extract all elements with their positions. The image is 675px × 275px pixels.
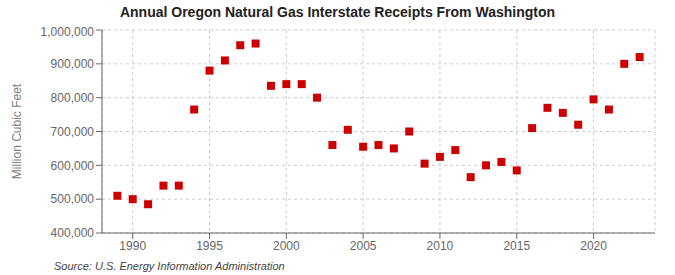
html-text:Annual Oregon Natural Gas Inte: Annual Oregon Natural Gas Interstate Rec… xyxy=(119,4,555,20)
svg-text:2000: 2000 xyxy=(273,239,300,253)
svg-text:900,000: 900,000 xyxy=(51,57,95,71)
svg-text:500,000: 500,000 xyxy=(51,192,95,206)
svg-text:400,000: 400,000 xyxy=(51,226,95,240)
svg-text:600,000: 600,000 xyxy=(51,159,95,173)
svg-text:1,000,000: 1,000,000 xyxy=(41,25,95,39)
svg-text:1995: 1995 xyxy=(196,239,223,253)
svg-text:Million Cubic Feet: Million Cubic Feet xyxy=(10,83,24,179)
svg-text:2010: 2010 xyxy=(427,239,454,253)
html-text:Source: U.S. Energy Informatio: Source: U.S. Energy Information Administ… xyxy=(54,260,285,272)
svg-text:800,000: 800,000 xyxy=(51,91,95,105)
svg-text:1990: 1990 xyxy=(119,239,146,253)
svg-text:2015: 2015 xyxy=(503,239,530,253)
svg-text:700,000: 700,000 xyxy=(51,125,95,139)
svg-text:2005: 2005 xyxy=(350,239,377,253)
svg-text:2020: 2020 xyxy=(580,239,607,253)
